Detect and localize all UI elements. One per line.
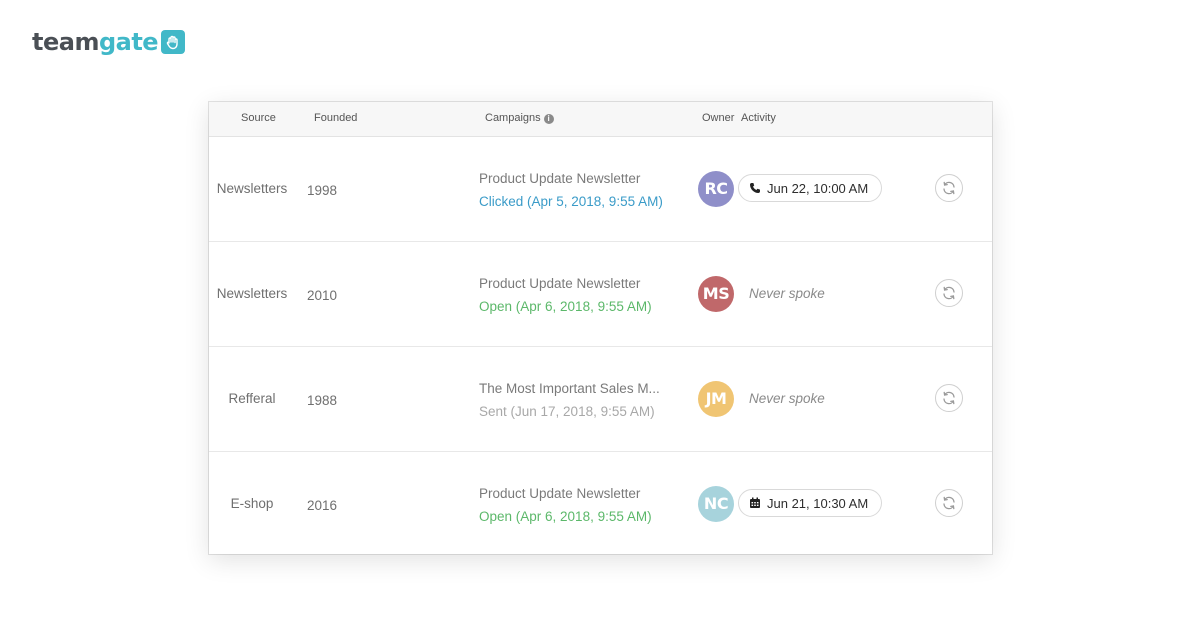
table-row[interactable]: E-shop 2016 Product Update Newsletter Op…: [209, 452, 992, 556]
refresh-button[interactable]: [935, 489, 963, 517]
brand-wordmark: teamgate: [32, 28, 159, 56]
source-cell: Newsletters: [216, 286, 288, 301]
hand-icon: [161, 30, 186, 54]
source-cell: E-shop: [230, 496, 274, 511]
contacts-table: Source Founded Campaigns i Owner Activity…: [209, 102, 992, 554]
calendar-icon: [749, 497, 761, 509]
activity-never-spoke: Never spoke: [749, 391, 825, 406]
activity-never-spoke: Never spoke: [749, 286, 825, 301]
refresh-icon: [941, 495, 957, 511]
source-cell: Refferal: [228, 391, 276, 406]
refresh-button[interactable]: [935, 384, 963, 412]
founded-cell: 1998: [307, 183, 338, 198]
activity-date: Jun 21, 10:30 AM: [767, 495, 869, 511]
header-owner[interactable]: Owner: [702, 112, 735, 124]
refresh-button[interactable]: [935, 174, 963, 202]
founded-cell: 1988: [307, 393, 338, 408]
header-campaigns[interactable]: Campaigns i: [485, 112, 554, 124]
activity-pill[interactable]: Jun 21, 10:30 AM: [738, 489, 883, 517]
table-header: Source Founded Campaigns i Owner Activity: [209, 102, 992, 137]
table-row[interactable]: Newsletters 2010 Product Update Newslett…: [209, 242, 992, 347]
table-body: Newsletters 1998 Product Update Newslett…: [209, 137, 992, 556]
campaign-title[interactable]: Product Update Newsletter: [479, 486, 641, 501]
campaign-status: Open (Apr 6, 2018, 9:55 AM): [479, 509, 652, 524]
refresh-icon: [941, 285, 957, 301]
campaign-title[interactable]: Product Update Newsletter: [479, 171, 641, 186]
table-row[interactable]: Newsletters 1998 Product Update Newslett…: [209, 137, 992, 242]
header-founded[interactable]: Founded: [314, 112, 358, 124]
campaign-status: Open (Apr 6, 2018, 9:55 AM): [479, 299, 652, 314]
activity-date: Jun 22, 10:00 AM: [767, 180, 869, 196]
phone-icon: [749, 182, 761, 194]
info-icon[interactable]: i: [543, 114, 554, 124]
refresh-button[interactable]: [935, 279, 963, 307]
refresh-icon: [941, 180, 957, 196]
header-campaigns-label: Campaigns: [485, 112, 541, 124]
header-source[interactable]: Source: [241, 112, 276, 124]
owner-avatar[interactable]: JM: [698, 381, 734, 417]
table-row[interactable]: Refferal 1988 The Most Important Sales M…: [209, 347, 992, 452]
brand-logo: teamgate: [32, 28, 186, 56]
campaign-status: Clicked (Apr 5, 2018, 9:55 AM): [479, 194, 663, 209]
owner-avatar[interactable]: NC: [698, 486, 734, 522]
header-activity[interactable]: Activity: [741, 112, 776, 124]
source-cell: Newsletters: [216, 181, 288, 196]
brand-name-part2: gate: [98, 28, 159, 56]
owner-avatar[interactable]: MS: [698, 276, 734, 312]
campaign-title[interactable]: Product Update Newsletter: [479, 276, 641, 291]
campaign-status: Sent (Jun 17, 2018, 9:55 AM): [479, 404, 655, 419]
founded-cell: 2016: [307, 498, 338, 513]
refresh-icon: [941, 390, 957, 406]
campaign-title[interactable]: The Most Important Sales M...: [479, 381, 660, 396]
owner-avatar[interactable]: RC: [698, 171, 734, 207]
founded-cell: 2010: [307, 288, 338, 303]
activity-pill[interactable]: Jun 22, 10:00 AM: [738, 174, 883, 202]
brand-name-part1: team: [32, 28, 99, 56]
